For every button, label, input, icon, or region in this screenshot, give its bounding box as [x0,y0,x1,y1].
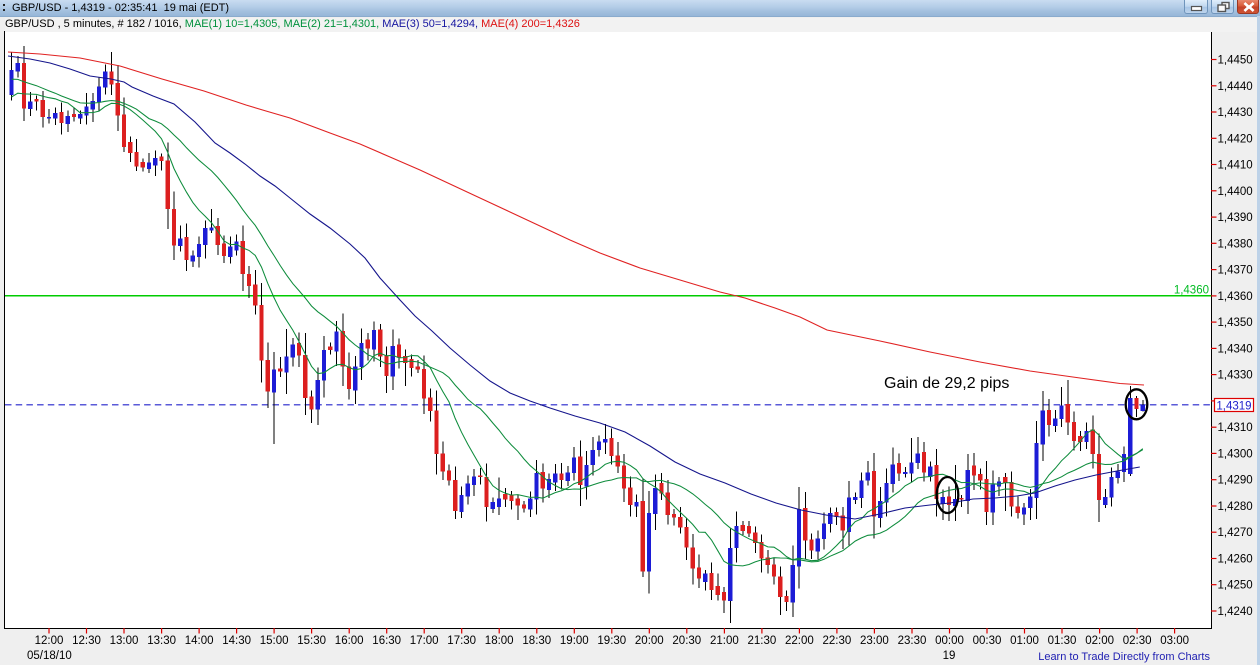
svg-text:1,4280: 1,4280 [1218,501,1253,513]
svg-text:22:30: 22:30 [823,635,852,647]
svg-text:14:30: 14:30 [222,635,251,647]
svg-text:1,4350: 1,4350 [1218,317,1253,329]
svg-text:1,4270: 1,4270 [1218,527,1253,539]
svg-text:1,4370: 1,4370 [1218,265,1253,277]
svg-text:1,4450: 1,4450 [1218,55,1253,67]
svg-text:19: 19 [943,650,956,662]
svg-text:1,4420: 1,4420 [1218,133,1253,145]
svg-text:1,4360: 1,4360 [1218,291,1253,303]
svg-text:20:30: 20:30 [672,635,701,647]
svg-text:1,4290: 1,4290 [1218,475,1253,487]
svg-text:22:00: 22:00 [785,635,814,647]
svg-text:20:00: 20:00 [635,635,664,647]
svg-text:1,4260: 1,4260 [1218,554,1253,566]
svg-text:1,4310: 1,4310 [1218,422,1253,434]
svg-text:1,4330: 1,4330 [1218,370,1253,382]
svg-text:16:00: 16:00 [335,635,364,647]
svg-text:Gain de 29,2 pips: Gain de 29,2 pips [884,375,1009,392]
svg-text:12:30: 12:30 [72,635,101,647]
svg-text:1,4250: 1,4250 [1218,580,1253,592]
svg-text:01:00: 01:00 [1010,635,1039,647]
svg-text:03:00: 03:00 [1160,635,1189,647]
svg-text:21:30: 21:30 [748,635,777,647]
svg-text:17:00: 17:00 [410,635,439,647]
svg-text:02:30: 02:30 [1123,635,1152,647]
svg-text:01:30: 01:30 [1048,635,1077,647]
svg-text:1,4240: 1,4240 [1218,606,1253,618]
svg-text:17:30: 17:30 [447,635,476,647]
svg-text:23:00: 23:00 [860,635,889,647]
svg-text:21:00: 21:00 [710,635,739,647]
svg-text:23:30: 23:30 [898,635,927,647]
svg-text:1,4430: 1,4430 [1218,107,1253,119]
svg-text:1,4410: 1,4410 [1218,160,1253,172]
svg-text:1,4440: 1,4440 [1218,81,1253,93]
svg-text:00:00: 00:00 [935,635,964,647]
svg-text:14:00: 14:00 [185,635,214,647]
svg-text:13:00: 13:00 [110,635,139,647]
svg-text:1,4360: 1,4360 [1174,285,1209,297]
svg-text:1,4390: 1,4390 [1218,212,1253,224]
svg-text:1,4300: 1,4300 [1218,448,1253,460]
svg-text:19:30: 19:30 [597,635,626,647]
svg-text:Learn to Trade Directly from C: Learn to Trade Directly from Charts [1038,651,1210,663]
svg-text:15:00: 15:00 [260,635,289,647]
svg-text:00:30: 00:30 [973,635,1002,647]
svg-text:15:30: 15:30 [297,635,326,647]
svg-text:05/18/10: 05/18/10 [27,650,72,662]
svg-text:18:00: 18:00 [485,635,514,647]
svg-text:02:00: 02:00 [1085,635,1114,647]
svg-text:19:00: 19:00 [560,635,589,647]
svg-text:1,4380: 1,4380 [1218,238,1253,250]
svg-text:1,4400: 1,4400 [1218,186,1253,198]
svg-text:1,4340: 1,4340 [1218,343,1253,355]
svg-text:12:00: 12:00 [35,635,64,647]
svg-text:18:30: 18:30 [522,635,551,647]
svg-text:13:30: 13:30 [147,635,176,647]
svg-text:1,4319: 1,4319 [1216,401,1251,413]
svg-text:16:30: 16:30 [372,635,401,647]
